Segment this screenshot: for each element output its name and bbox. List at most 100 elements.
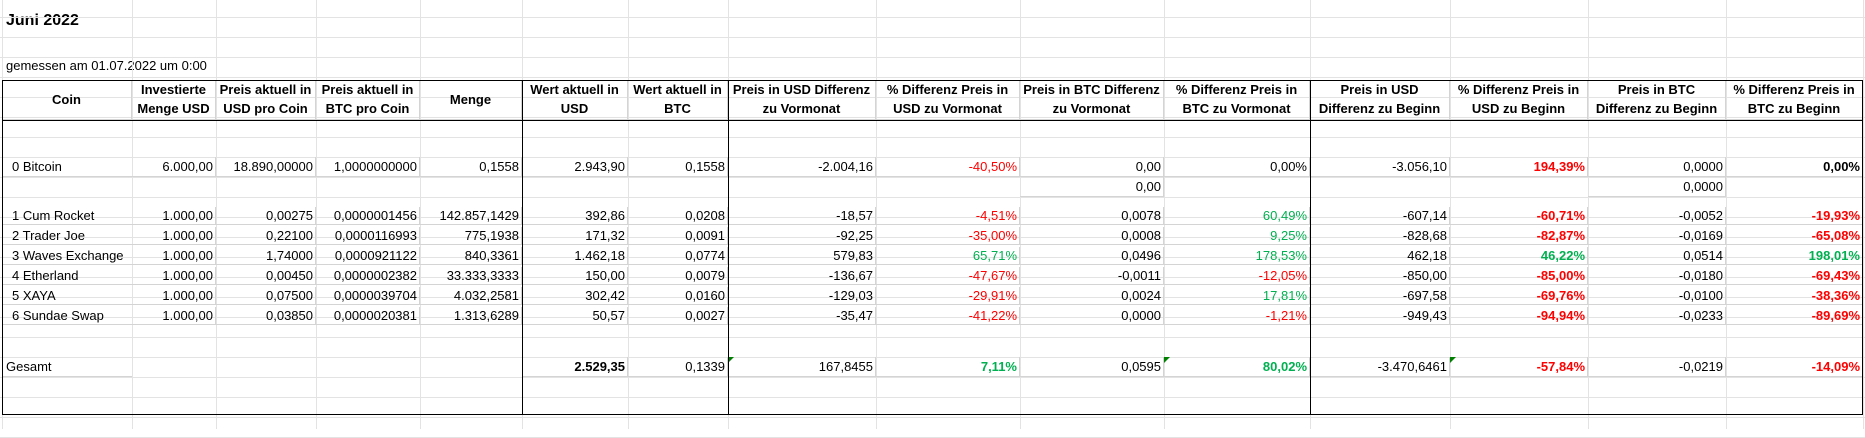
invest-cell[interactable]: 1.000,00 (132, 307, 216, 325)
diff-usd-beg-cell[interactable]: 462,18 (1310, 247, 1450, 265)
wert-usd-cell[interactable]: 1.462,18 (522, 247, 628, 265)
diff-btc-vm-cell[interactable]: 0,0496 (1020, 247, 1164, 265)
diff-btc-vm-cell[interactable]: -0,0011 (1020, 267, 1164, 285)
header-pct-usd-beginn[interactable]: % Differenz Preis in USD zu Beginn (1450, 80, 1588, 120)
diff-usd-beg-cell[interactable]: -697,58 (1310, 287, 1450, 305)
pct-btc-beg-cell[interactable]: -38,36% (1726, 287, 1863, 305)
pct-usd-beg-cell[interactable]: -85,00% (1450, 267, 1588, 285)
pct-btc-vm-cell[interactable]: 17,81% (1164, 287, 1310, 305)
preis-usd-cell[interactable]: 0,00450 (216, 267, 316, 285)
pct-btc-beg-cell[interactable]: -14,09% (1726, 357, 1863, 377)
header-pct-btc-beginn[interactable]: % Differenz Preis in BTC zu Beginn (1726, 80, 1863, 120)
diff-usd-beg-cell[interactable]: -3.056,10 (1310, 157, 1450, 177)
wert-usd-cell[interactable]: 50,57 (522, 307, 628, 325)
header-pct-btc-vormonat[interactable]: % Differenz Preis in BTC zu Vormonat (1164, 80, 1310, 120)
preis-usd-cell[interactable]: 0,03850 (216, 307, 316, 325)
coin-name-cell[interactable]: 6 Sundae Swap (2, 307, 132, 325)
wert-usd-cell[interactable]: 150,00 (522, 267, 628, 285)
menge-cell[interactable]: 33.333,3333 (420, 267, 522, 285)
pct-btc-beg-cell[interactable]: 0,00% (1726, 157, 1863, 177)
header-diff-usd-vormonat[interactable]: Preis in USD Differenz zu Vormonat (728, 80, 876, 120)
diff-usd-vm-cell[interactable]: -129,03 (728, 287, 876, 305)
diff-btc-beg-cell[interactable]: -0,0180 (1588, 267, 1726, 285)
pct-btc-vm-cell[interactable]: -1,21% (1164, 307, 1310, 325)
coin-name-cell[interactable]: 1 Cum Rocket (2, 207, 132, 225)
header-diff-usd-beginn[interactable]: Preis in USD Differenz zu Beginn (1310, 80, 1450, 120)
header-coin[interactable]: Coin (2, 80, 132, 120)
pct-btc-beg-cell[interactable]: -89,69% (1726, 307, 1863, 325)
diff-btc-beg-cell[interactable]: -0,0100 (1588, 287, 1726, 305)
preis-usd-cell[interactable]: 1,74000 (216, 247, 316, 265)
invest-cell[interactable]: 6.000,00 (132, 157, 216, 177)
pct-usd-beg-cell[interactable]: 46,22% (1450, 247, 1588, 265)
pct-usd-vm-cell[interactable]: -40,50% (876, 157, 1020, 177)
preis-usd-cell[interactable]: 18.890,00000 (216, 157, 316, 177)
wert-btc-cell[interactable]: 0,0774 (628, 247, 728, 265)
menge-cell[interactable]: 840,3361 (420, 247, 522, 265)
diff-btc-vm-cell[interactable]: 0,00 (1020, 177, 1164, 197)
wert-usd-cell[interactable]: 171,32 (522, 227, 628, 245)
diff-usd-beg-cell[interactable]: -607,14 (1310, 207, 1450, 225)
diff-btc-beg-cell[interactable]: -0,0233 (1588, 307, 1726, 325)
preis-btc-cell[interactable]: 0,0000921122 (316, 247, 420, 265)
pct-usd-vm-cell[interactable]: -41,22% (876, 307, 1020, 325)
header-wert-btc[interactable]: Wert aktuell in BTC (628, 80, 728, 120)
header-pct-usd-vormonat[interactable]: % Differenz Preis in USD zu Vormonat (876, 80, 1020, 120)
wert-btc-cell[interactable]: 0,0079 (628, 267, 728, 285)
preis-btc-cell[interactable]: 0,0000002382 (316, 267, 420, 285)
diff-btc-beg-cell[interactable]: -0,0219 (1588, 357, 1726, 377)
diff-usd-vm-cell[interactable]: -136,67 (728, 267, 876, 285)
coin-name-cell[interactable]: 0 Bitcoin (2, 157, 132, 177)
diff-btc-vm-cell[interactable]: 0,0000 (1020, 307, 1164, 325)
pct-btc-vm-cell[interactable]: -12,05% (1164, 267, 1310, 285)
menge-cell[interactable]: 775,1938 (420, 227, 522, 245)
invest-cell[interactable]: 1.000,00 (132, 227, 216, 245)
invest-cell[interactable]: 1.000,00 (132, 267, 216, 285)
preis-usd-cell[interactable]: 0,07500 (216, 287, 316, 305)
wert-btc-cell[interactable]: 0,0027 (628, 307, 728, 325)
header-wert-usd[interactable]: Wert aktuell in USD (522, 80, 628, 120)
diff-btc-vm-cell[interactable]: 0,0078 (1020, 207, 1164, 225)
coin-name-cell[interactable]: 4 Etherland (2, 267, 132, 285)
diff-usd-beg-cell[interactable]: -828,68 (1310, 227, 1450, 245)
sheet-title[interactable]: Juni 2022 (6, 12, 79, 29)
preis-usd-cell[interactable]: 0,00275 (216, 207, 316, 225)
header-diff-btc-vormonat[interactable]: Preis in BTC Differenz zu Vormonat (1020, 80, 1164, 120)
pct-btc-vm-cell[interactable]: 0,00% (1164, 157, 1310, 177)
preis-btc-cell[interactable]: 0,0000020381 (316, 307, 420, 325)
pct-usd-beg-cell[interactable]: -69,76% (1450, 287, 1588, 305)
diff-usd-vm-cell[interactable]: -18,57 (728, 207, 876, 225)
pct-usd-vm-cell[interactable]: 65,71% (876, 247, 1020, 265)
wert-btc-cell[interactable]: 0,1558 (628, 157, 728, 177)
wert-usd-cell[interactable]: 2.943,90 (522, 157, 628, 177)
wert-usd-cell[interactable]: 2.529,35 (522, 357, 628, 377)
coin-name-cell[interactable]: 3 Waves Exchange (2, 247, 132, 265)
header-preis-btc[interactable]: Preis aktuell in BTC pro Coin (316, 80, 420, 120)
wert-btc-cell[interactable]: 0,0160 (628, 287, 728, 305)
header-menge[interactable]: Menge (420, 80, 522, 120)
menge-cell[interactable]: 1.313,6289 (420, 307, 522, 325)
header-diff-btc-beginn[interactable]: Preis in BTC Differenz zu Beginn (1588, 80, 1726, 120)
diff-btc-vm-cell[interactable]: 0,0595 (1020, 357, 1164, 377)
pct-btc-vm-cell[interactable]: 178,53% (1164, 247, 1310, 265)
diff-btc-beg-cell[interactable]: -0,0052 (1588, 207, 1726, 225)
diff-btc-vm-cell[interactable]: 0,0008 (1020, 227, 1164, 245)
header-preis-usd[interactable]: Preis aktuell in USD pro Coin (216, 80, 316, 120)
menge-cell[interactable]: 142.857,1429 (420, 207, 522, 225)
pct-usd-beg-cell[interactable]: 194,39% (1450, 157, 1588, 177)
diff-usd-vm-cell[interactable]: 579,83 (728, 247, 876, 265)
measurement-note[interactable]: gemessen am 01.07.2022 um 0:00 (6, 58, 207, 73)
pct-usd-vm-cell[interactable]: -35,00% (876, 227, 1020, 245)
pct-usd-vm-cell[interactable]: -4,51% (876, 207, 1020, 225)
diff-usd-vm-cell[interactable]: -35,47 (728, 307, 876, 325)
diff-usd-vm-cell[interactable]: 167,8455 (728, 357, 876, 377)
diff-btc-beg-cell[interactable]: 0,0000 (1588, 177, 1726, 197)
coin-name-cell[interactable]: 5 XAYA (2, 287, 132, 305)
preis-btc-cell[interactable]: 0,0000116993 (316, 227, 420, 245)
diff-btc-vm-cell[interactable]: 0,0024 (1020, 287, 1164, 305)
diff-usd-vm-cell[interactable]: -2.004,16 (728, 157, 876, 177)
diff-btc-beg-cell[interactable]: 0,0000 (1588, 157, 1726, 177)
pct-btc-beg-cell[interactable]: -69,43% (1726, 267, 1863, 285)
pct-btc-beg-cell[interactable]: -19,93% (1726, 207, 1863, 225)
preis-usd-cell[interactable]: 0,22100 (216, 227, 316, 245)
